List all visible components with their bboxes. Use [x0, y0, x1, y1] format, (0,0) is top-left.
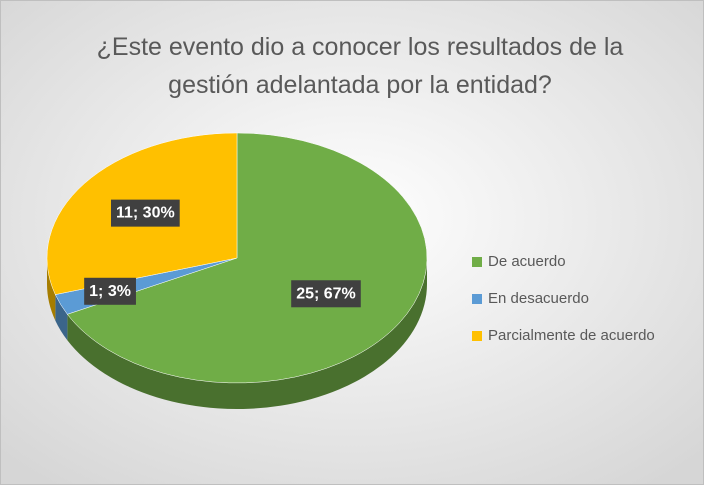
legend-swatch	[472, 257, 482, 267]
legend-label: Parcialmente de acuerdo	[488, 327, 655, 344]
slice-side	[55, 294, 68, 341]
legend: De acuerdo En desacuerdo Parcialmente de a…	[472, 253, 655, 344]
slice-side	[47, 258, 56, 321]
legend-label: En desacuerdo	[488, 290, 589, 307]
data-label-box	[110, 199, 180, 227]
legend-swatch	[472, 331, 482, 341]
slice	[66, 132, 428, 384]
legend-swatch	[472, 294, 482, 304]
chart-title: ¿Este evento dio a conocer los resultado…	[96, 33, 624, 99]
pie	[46, 132, 428, 410]
data-label: 11; 30%	[116, 205, 175, 222]
data-label: 1; 3%	[89, 283, 131, 300]
data-labels: 25; 67% 1; 3% 11; 30%	[84, 199, 361, 308]
data-label-box	[291, 280, 361, 308]
slice-side	[67, 258, 428, 410]
data-label: 25; 67%	[296, 285, 356, 302]
legend-label: De acuerdo	[488, 253, 566, 270]
data-label-box	[84, 277, 136, 305]
